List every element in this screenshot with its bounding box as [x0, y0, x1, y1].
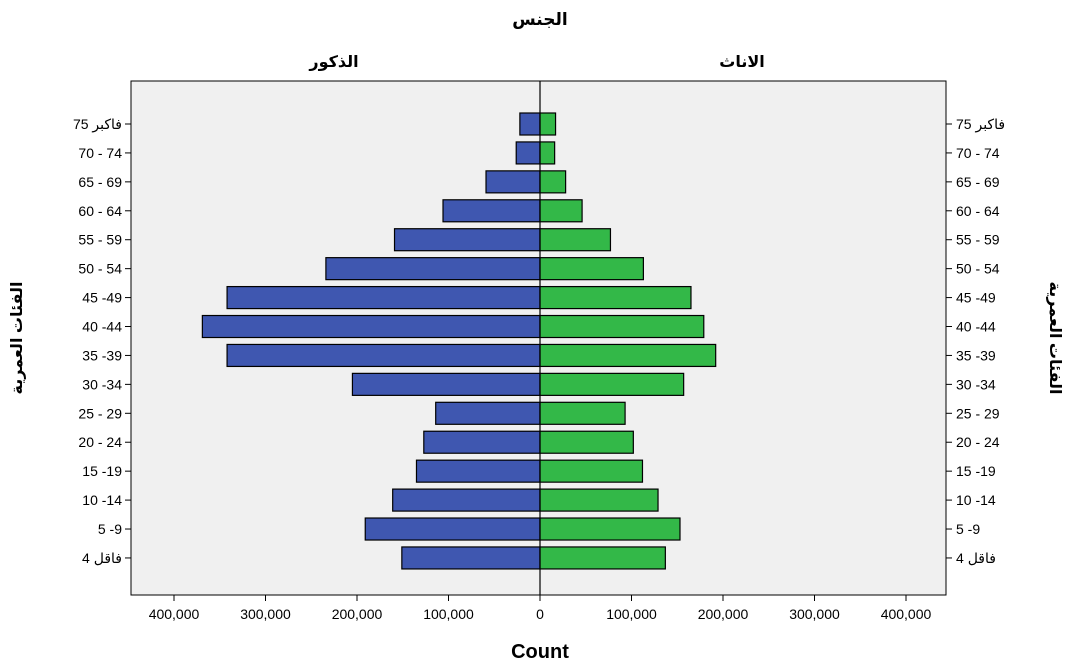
- y-tick-label: 5 -9: [956, 521, 980, 537]
- bar-female: [539, 257, 644, 281]
- bar-male: [519, 112, 541, 136]
- y-axis-label-left: الفئات العمرية: [9, 282, 26, 395]
- bar-male: [201, 314, 541, 339]
- bar-female: [539, 401, 626, 425]
- x-tick-label: 0: [536, 606, 544, 622]
- bar-male: [442, 199, 541, 223]
- bar-female: [539, 372, 685, 396]
- bar-female: [539, 546, 666, 570]
- y-tick-label: 40 -44: [956, 319, 996, 335]
- x-tick-label: 200,000: [698, 606, 749, 622]
- bar-male: [401, 546, 541, 570]
- bar-female: [539, 488, 659, 512]
- y-tick-label: 65 - 69: [956, 174, 1000, 190]
- y-tick-label: 60 - 64: [956, 203, 1000, 219]
- bar-female: [539, 343, 717, 368]
- bar-female: [539, 430, 634, 454]
- y-tick-label: 15 -19: [82, 463, 122, 479]
- y-tick-label: 75 فاكبر: [956, 116, 1005, 133]
- bar-male: [325, 257, 541, 281]
- y-tick-label: 75 فاكبر: [73, 116, 122, 133]
- y-tick-label: 50 - 54: [956, 261, 1000, 277]
- x-tick-label: 200,000: [332, 606, 383, 622]
- bar-male: [423, 430, 541, 454]
- bar-female: [539, 228, 612, 252]
- bar-female: [539, 199, 583, 223]
- y-tick-label: 35 -39: [956, 347, 996, 363]
- bar-male: [435, 401, 541, 425]
- bar-male: [364, 517, 541, 541]
- right-panel-label: الاناث: [719, 54, 765, 71]
- y-tick-label: 55 - 59: [956, 232, 1000, 248]
- y-tick-label: 70 - 74: [956, 145, 1000, 161]
- y-tick-label: 45 -49: [956, 290, 996, 306]
- x-tick-label: 100,000: [606, 606, 657, 622]
- chart-title: الجنس: [512, 10, 567, 29]
- y-tick-label: 70 - 74: [78, 145, 122, 161]
- y-tick-label: 60 - 64: [78, 203, 122, 219]
- right-age-tick-labels: 75 فاكبر 70 - 74 65 - 69 60 - 64 55 - 59 50 -…: [946, 116, 1005, 566]
- x-tick-label: 400,000: [149, 606, 200, 622]
- bar-female: [539, 112, 557, 136]
- bar-female: [539, 285, 692, 310]
- y-tick-label: 4 فاقل: [956, 550, 996, 566]
- y-tick-label: 20 - 24: [956, 434, 1000, 450]
- y-tick-label: 30 -34: [82, 376, 122, 392]
- y-tick-label: 55 - 59: [78, 232, 122, 248]
- bars-group: [201, 112, 717, 570]
- y-tick-label: 45 -49: [82, 290, 122, 306]
- y-tick-label: 25 - 29: [956, 405, 1000, 421]
- y-tick-label: 10 -14: [82, 492, 122, 508]
- y-tick-label: 35 -39: [82, 347, 122, 363]
- x-tick-label: 400,000: [881, 606, 932, 622]
- bar-male: [226, 285, 541, 310]
- y-tick-label: 4 فاقل: [82, 550, 122, 566]
- y-tick-label: 20 - 24: [78, 434, 122, 450]
- x-tick-label: 300,000: [789, 606, 840, 622]
- y-tick-label: 50 - 54: [78, 261, 122, 277]
- x-tick-label: 100,000: [423, 606, 474, 622]
- bar-female: [539, 314, 705, 339]
- y-tick-label: 40 -44: [82, 319, 122, 335]
- y-axis-label-right: الفئات العمرية: [1046, 282, 1063, 395]
- bar-male: [415, 459, 541, 483]
- bar-male: [515, 141, 541, 165]
- bar-male: [393, 228, 541, 252]
- y-tick-label: 10 -14: [956, 492, 996, 508]
- x-axis-label: Count: [511, 641, 569, 663]
- bar-female: [539, 141, 556, 165]
- left-panel-label: الذكور: [308, 54, 358, 71]
- y-tick-label: 65 - 69: [78, 174, 122, 190]
- bar-male: [485, 170, 541, 194]
- bar-female: [539, 170, 567, 194]
- y-tick-label: 15 -19: [956, 463, 996, 479]
- bar-female: [539, 517, 681, 541]
- y-tick-label: 25 - 29: [78, 405, 122, 421]
- bar-male: [226, 343, 541, 368]
- bar-male: [392, 488, 541, 512]
- bar-male: [351, 372, 541, 396]
- left-age-tick-labels: 75 فاكبر 70 - 74 65 - 69 60 - 64 55 - 59 50 -…: [73, 116, 131, 566]
- x-tick-labels: 400,000 300,000 200,000 100,000 0 100,000 200,…: [149, 595, 932, 622]
- y-tick-label: 30 -34: [956, 376, 996, 392]
- y-tick-label: 5 -9: [98, 521, 122, 537]
- bar-female: [539, 459, 644, 483]
- x-tick-label: 300,000: [240, 606, 291, 622]
